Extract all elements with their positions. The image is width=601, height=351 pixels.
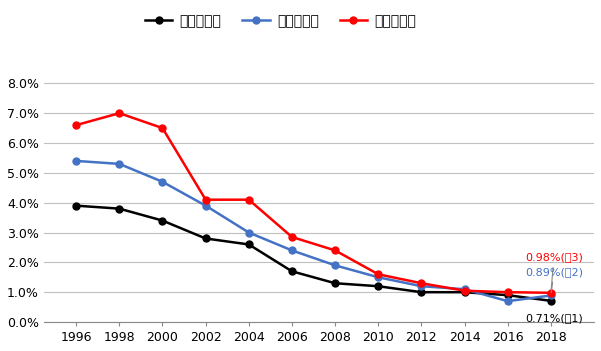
中学３年生 [202,198,209,202]
中学３年生 [288,235,296,239]
中学２年生 [245,230,252,234]
中学２年生 [418,284,425,288]
中学１年生 [288,269,296,273]
中学２年生 [461,287,468,291]
中学１年生 [73,204,80,208]
中学３年生 [245,198,252,202]
中学３年生 [504,290,511,294]
中学３年生 [374,272,382,276]
Line: 中学３年生: 中学３年生 [73,110,554,296]
Line: 中学１年生: 中学１年生 [73,202,554,304]
中学３年生 [159,126,166,130]
Text: 0.71%(中1): 0.71%(中1) [525,313,583,323]
中学１年生 [116,206,123,211]
中学２年生 [374,275,382,279]
中学３年生 [332,248,339,252]
Text: 0.98%(中3): 0.98%(中3) [525,252,583,290]
中学２年生 [73,159,80,163]
中学１年生 [374,284,382,288]
中学３年生 [418,281,425,285]
中学２年生 [504,299,511,303]
中学１年生 [461,290,468,294]
中学１年生 [332,281,339,285]
中学１年生 [159,218,166,223]
中学１年生 [202,236,209,240]
中学２年生 [159,180,166,184]
中学１年生 [504,293,511,297]
中学２年生 [288,248,296,252]
中学３年生 [548,291,555,295]
Line: 中学２年生: 中学２年生 [73,158,554,305]
中学２年生 [332,263,339,267]
中学３年生 [73,123,80,127]
中学２年生 [548,293,555,298]
中学３年生 [116,111,123,115]
中学１年生 [548,299,555,303]
Text: 0.89%(中2): 0.89%(中2) [525,267,583,293]
中学３年生 [461,289,468,293]
中学１年生 [418,290,425,294]
中学２年生 [202,204,209,208]
Legend: 中学１年生, 中学２年生, 中学３年生: 中学１年生, 中学２年生, 中学３年生 [139,9,422,34]
中学１年生 [245,242,252,246]
中学２年生 [116,162,123,166]
